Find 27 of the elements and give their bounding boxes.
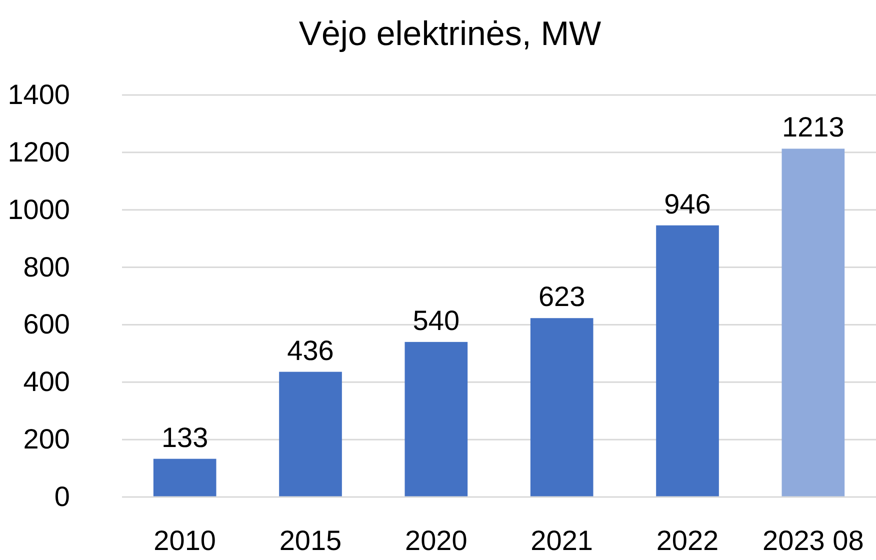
y-tick-label: 200 — [23, 424, 70, 455]
data-label: 436 — [287, 334, 334, 366]
x-tick-label: 2020 — [405, 525, 468, 556]
x-tick-label: 2015 — [279, 525, 342, 556]
bar — [404, 342, 468, 497]
data-label: 540 — [412, 304, 460, 336]
bar — [782, 148, 845, 497]
y-tick-label: 1000 — [8, 194, 70, 225]
y-tick-label: 1400 — [8, 78, 70, 110]
x-tick-label: 2022 — [656, 525, 719, 556]
bar — [656, 225, 719, 497]
x-tick-label: 2010 — [154, 525, 216, 556]
bar — [153, 458, 216, 497]
x-tick-label: 2021 — [530, 525, 593, 556]
chart-title: Vėjo elektrinės, MW — [298, 15, 602, 53]
y-tick-label: 0 — [54, 480, 70, 512]
data-label: 946 — [664, 188, 711, 220]
bar — [530, 318, 594, 497]
data-label: 133 — [161, 422, 208, 453]
data-label: 623 — [538, 281, 586, 312]
y-tick-label: 1200 — [8, 136, 70, 168]
y-tick-label: 400 — [23, 366, 70, 398]
bar — [279, 372, 342, 497]
y-tick-label: 800 — [23, 251, 70, 282]
y-tick-label: 600 — [23, 308, 70, 340]
x-tick-label: 2023 08 — [762, 525, 864, 556]
data-label: 1213 — [782, 112, 844, 143]
